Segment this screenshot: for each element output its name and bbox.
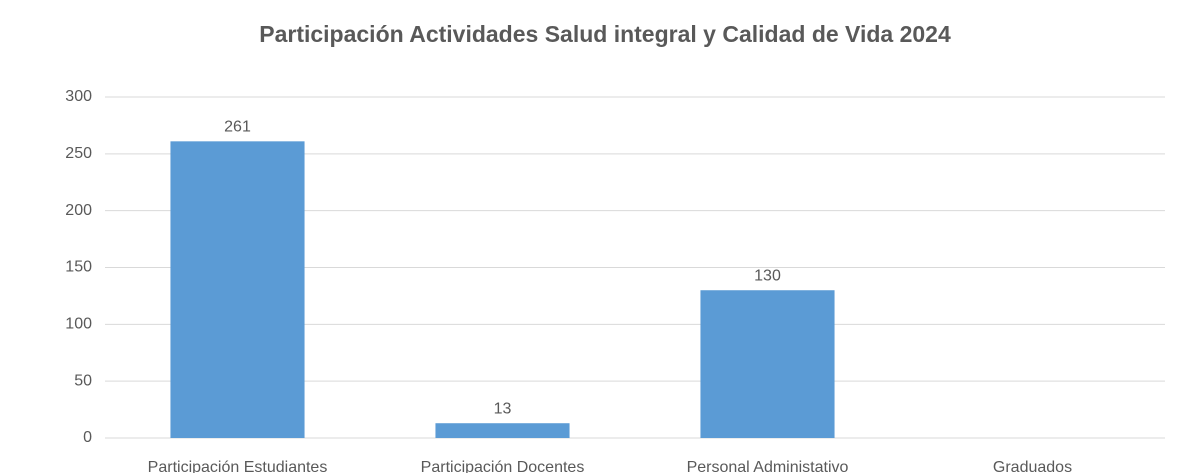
data-label: 261 — [224, 119, 251, 136]
y-tick-label: 150 — [65, 259, 92, 276]
bar — [435, 423, 570, 438]
x-tick-label: Participación Docentes — [421, 459, 585, 473]
chart-title: Participación Actividades Salud integral… — [259, 21, 951, 47]
y-tick-label: 300 — [65, 88, 92, 105]
x-tick-label: Graduados — [993, 459, 1072, 473]
x-tick-label: Personal Administativo — [687, 459, 849, 473]
x-tick-label: Participación Estudiantes — [148, 459, 328, 473]
y-tick-label: 0 — [83, 429, 92, 446]
bar — [170, 141, 305, 438]
data-label: 130 — [754, 267, 781, 284]
y-tick-label: 50 — [74, 372, 92, 389]
data-label: 13 — [494, 400, 512, 417]
y-tick-label: 200 — [65, 202, 92, 219]
bar — [700, 290, 835, 438]
y-tick-label: 100 — [65, 316, 92, 333]
y-tick-label: 250 — [65, 145, 92, 162]
